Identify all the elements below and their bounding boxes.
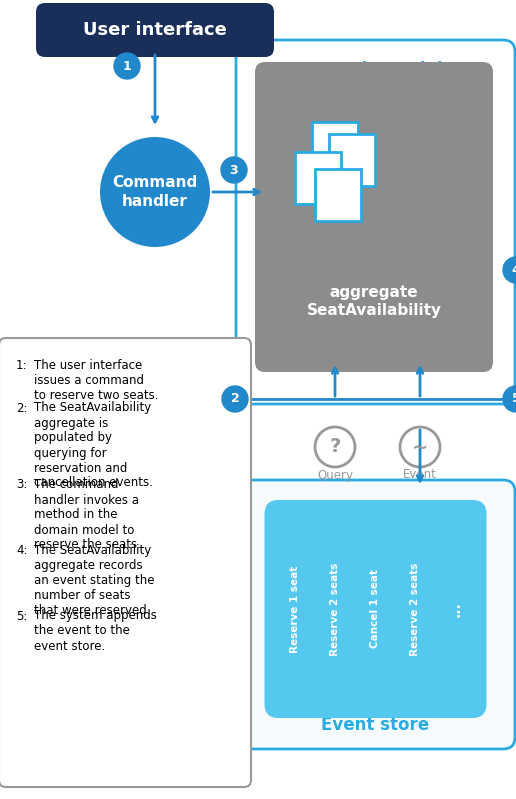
FancyBboxPatch shape	[236, 480, 515, 749]
Circle shape	[114, 53, 140, 79]
FancyBboxPatch shape	[304, 500, 366, 718]
Text: ...: ...	[448, 601, 462, 617]
Text: ∼: ∼	[412, 438, 428, 456]
Text: 4:: 4:	[16, 544, 27, 557]
Text: The SeatAvailability
aggregate is
populated by
querying for
reservation and
canc: The SeatAvailability aggregate is popula…	[34, 402, 153, 490]
Circle shape	[222, 386, 248, 412]
FancyBboxPatch shape	[236, 40, 515, 404]
Text: 1:: 1:	[16, 359, 27, 372]
Text: Reserve 2 seats: Reserve 2 seats	[411, 562, 421, 656]
Text: SeatAvailability: SeatAvailability	[307, 303, 442, 317]
Text: 3:: 3:	[16, 479, 27, 491]
Text: The user interface
issues a command
to reserve two seats.: The user interface issues a command to r…	[34, 359, 158, 402]
Circle shape	[221, 157, 247, 183]
Text: Reserve 1 seat: Reserve 1 seat	[291, 566, 300, 653]
Circle shape	[503, 257, 516, 283]
Text: 5:: 5:	[16, 610, 27, 622]
FancyBboxPatch shape	[0, 338, 251, 787]
Text: The system appends
the event to the
event store.: The system appends the event to the even…	[34, 610, 157, 653]
Circle shape	[100, 137, 210, 247]
Text: 1: 1	[123, 59, 132, 73]
Text: 3: 3	[230, 164, 238, 177]
Text: Reserve 2 seats: Reserve 2 seats	[331, 562, 341, 656]
FancyBboxPatch shape	[329, 134, 375, 186]
Text: The command
handler invokes a
method in the
domain model to
reserve the seats.: The command handler invokes a method in …	[34, 479, 141, 551]
Text: Query: Query	[317, 468, 353, 482]
Text: aggregate: aggregate	[330, 284, 418, 300]
FancyBboxPatch shape	[315, 169, 361, 221]
Text: 2:: 2:	[16, 402, 27, 415]
Text: Event store: Event store	[321, 716, 429, 734]
Text: The SeatAvailability
aggregate records
an event stating the
number of seats
that: The SeatAvailability aggregate records a…	[34, 544, 154, 617]
Text: Command
handler: Command handler	[112, 175, 198, 209]
FancyBboxPatch shape	[36, 3, 274, 57]
FancyBboxPatch shape	[312, 122, 358, 174]
FancyBboxPatch shape	[295, 152, 341, 204]
Circle shape	[400, 427, 440, 467]
Text: Cancel 1 seat: Cancel 1 seat	[370, 570, 380, 649]
Text: Event: Event	[403, 468, 437, 482]
FancyBboxPatch shape	[265, 500, 327, 718]
Text: ?: ?	[329, 438, 341, 456]
Circle shape	[315, 427, 355, 467]
FancyBboxPatch shape	[384, 500, 446, 718]
FancyBboxPatch shape	[345, 500, 407, 718]
Text: 5: 5	[512, 392, 516, 406]
Text: Domain model: Domain model	[308, 61, 443, 79]
Text: 4: 4	[512, 264, 516, 276]
Text: User interface: User interface	[83, 21, 227, 39]
Text: 2: 2	[231, 392, 239, 406]
FancyBboxPatch shape	[255, 62, 493, 372]
FancyBboxPatch shape	[425, 500, 487, 718]
Circle shape	[503, 386, 516, 412]
